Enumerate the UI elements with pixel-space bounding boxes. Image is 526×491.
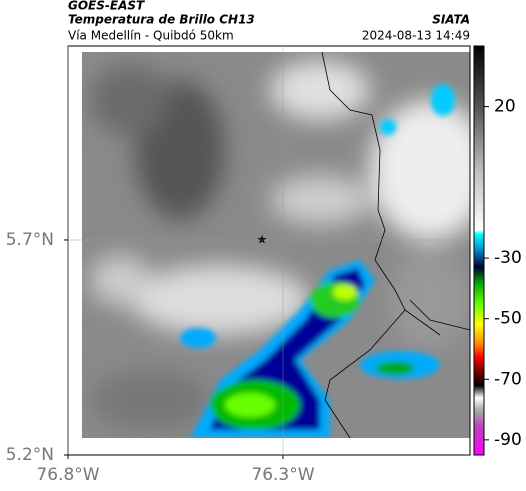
satellite-image bbox=[82, 52, 470, 438]
colorbar-tick-label: -50 bbox=[494, 309, 522, 329]
colorbar-tick-label: -70 bbox=[494, 369, 522, 389]
datetime: 2024-08-13 14:49 bbox=[362, 29, 470, 43]
city-marker: ★ bbox=[257, 233, 268, 247]
x-tick-label: 76.8°W bbox=[36, 465, 99, 485]
title: Temperatura de Brillo CH13 bbox=[68, 13, 255, 27]
y-tick-label: 5.2°N bbox=[6, 445, 54, 465]
org: SIATA bbox=[432, 13, 470, 27]
x-tick-label: 76.3°W bbox=[251, 465, 314, 485]
colorbar-tick-label: -90 bbox=[494, 430, 522, 450]
colorbar-tick-label: 20 bbox=[494, 97, 516, 117]
source: GOES-EAST bbox=[68, 0, 145, 13]
colorbar bbox=[473, 45, 485, 456]
subtitle: Vía Medellín - Quibdó 50km bbox=[68, 29, 234, 43]
y-tick-label: 5.7°N bbox=[6, 230, 54, 250]
colorbar-tick-label: -30 bbox=[494, 248, 522, 268]
